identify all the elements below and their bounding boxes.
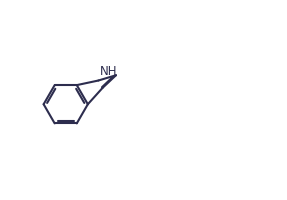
Text: NH: NH	[100, 65, 118, 78]
